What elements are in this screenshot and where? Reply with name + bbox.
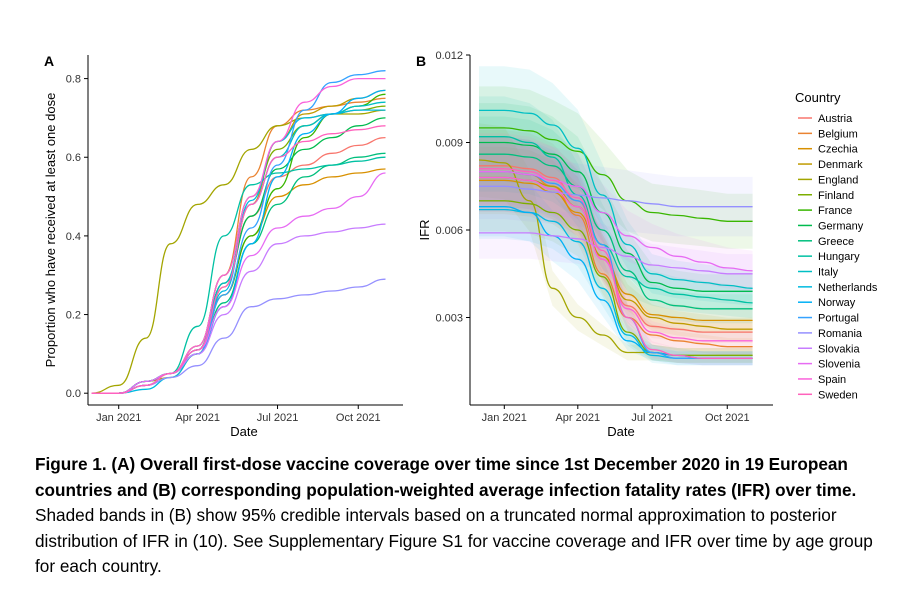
credible-band-greece [479, 116, 753, 324]
series-line-england [91, 109, 386, 394]
x-tick-label: Apr 2021 [175, 412, 220, 424]
series-line-sweden [91, 125, 386, 394]
x-tick-label: Jan 2021 [482, 412, 527, 424]
y-tick-label: 0.003 [435, 313, 463, 325]
legend-label-italy: Italy [818, 267, 839, 279]
panel-a-y-ticks: 0.0 0.2 0.4 0.6 0.8 [66, 74, 88, 400]
panel-b-credible-bands [479, 66, 753, 366]
series-line-germany [479, 141, 753, 292]
panel-b-label: B [416, 53, 426, 69]
legend-label-slovenia: Slovenia [818, 359, 861, 371]
panel-b-x-ticks: Jan 2021 Apr 2021 Jul 2021 Oct 2021 [482, 405, 750, 424]
series-line-italy [479, 109, 753, 289]
legend-label-romania: Romania [818, 328, 863, 340]
y-tick-label: 0.4 [66, 231, 81, 243]
legend-label-norway: Norway [818, 297, 856, 309]
credible-band-hungary [479, 96, 753, 319]
x-tick-label: Oct 2021 [705, 412, 750, 424]
panel-b-y-ticks: 0.003 0.006 0.009 0.012 [435, 50, 470, 325]
series-line-sweden [479, 168, 753, 359]
credible-band-czechia [479, 146, 753, 334]
y-tick-label: 0.6 [66, 152, 81, 164]
credible-band-portugal [479, 136, 753, 366]
legend-items: Austria Belgium Czechia Denmark England Finla… [798, 113, 878, 401]
panel-b-y-axis-title: IFR [417, 220, 432, 241]
credible-band-france [479, 86, 753, 249]
legend-label-spain: Spain [818, 374, 846, 386]
legend-label-england: England [818, 174, 858, 186]
panel-a-label: A [44, 53, 54, 69]
panel-b-series-lines [478, 109, 753, 359]
series-line-slovakia [91, 223, 386, 394]
credible-band-finland [479, 170, 753, 363]
legend-title: Country [795, 90, 841, 105]
x-tick-label: Jan 2021 [96, 412, 141, 424]
panel-a-x-ticks: Jan 2021 Apr 2021 Jul 2021 Oct 2021 [96, 405, 381, 424]
panel-a-series-lines [91, 70, 386, 394]
y-tick-label: 0.006 [435, 225, 463, 237]
caption-text: Shaded bands in (B) show 95% credible in… [35, 505, 873, 576]
series-line-hungary [91, 156, 386, 394]
x-tick-label: Oct 2021 [336, 412, 381, 424]
legend-label-finland: Finland [818, 190, 854, 202]
legend-label-denmark: Denmark [818, 159, 863, 171]
legend-label-greece: Greece [818, 236, 854, 248]
series-line-romania [91, 278, 386, 394]
series-line-slovakia [479, 232, 753, 275]
x-tick-label: Jul 2021 [631, 412, 673, 424]
legend-label-france: France [818, 205, 852, 217]
series-line-romania [478, 185, 753, 208]
credible-band-italy [479, 66, 753, 306]
panel-a-x-axis-title: Date [230, 424, 257, 439]
legend-label-germany: Germany [818, 220, 864, 232]
credible-band-denmark [479, 143, 753, 341]
x-tick-label: Apr 2021 [555, 412, 600, 424]
y-tick-label: 0.8 [66, 74, 81, 86]
y-tick-label: 0.009 [435, 138, 463, 150]
y-tick-label: 0.2 [66, 310, 81, 322]
legend-label-slovakia: Slovakia [818, 343, 860, 355]
series-line-hungary [478, 136, 753, 304]
credible-band-slovakia [479, 207, 753, 294]
panel-b-x-axis-title: Date [607, 424, 634, 439]
legend-label-czechia: Czechia [818, 144, 859, 156]
y-tick-label: 0.012 [435, 50, 463, 62]
legend-label-portugal: Portugal [818, 313, 859, 325]
credible-band-spain [479, 143, 753, 351]
series-line-slovenia [478, 171, 753, 272]
credible-band-england [479, 123, 753, 363]
series-line-slovenia [91, 172, 386, 394]
series-line-finland [478, 200, 753, 357]
legend-label-netherlands: Netherlands [818, 282, 878, 294]
credible-band-slovenia [479, 136, 753, 291]
legend: Country Austria Belgium Czechia Denmark Engl… [795, 90, 878, 401]
credible-band-germany [479, 103, 753, 309]
legend-label-hungary: Hungary [818, 251, 860, 263]
credible-band-netherlands [479, 180, 753, 366]
series-line-greece [479, 153, 753, 310]
credible-band-austria [479, 130, 753, 343]
panel-a: A 0.0 0.2 0.4 0.6 0.8 Jan 2021 Apr 2021 Jul 20… [43, 53, 403, 439]
series-line-czechia [91, 168, 386, 394]
x-tick-label: Jul 2021 [257, 412, 299, 424]
caption-bold: Figure 1. (A) Overall first-dose vaccine… [35, 454, 857, 500]
credible-band-norway [479, 176, 753, 366]
legend-label-sweden: Sweden [818, 389, 858, 401]
y-tick-label: 0.0 [66, 388, 81, 400]
series-line-france [479, 127, 753, 222]
figure-caption: Figure 1. (A) Overall first-dose vaccine… [35, 452, 885, 580]
legend-label-belgium: Belgium [818, 128, 858, 140]
panel-a-y-axis-title: Proportion who have received at least on… [43, 93, 58, 368]
legend-label-austria: Austria [818, 113, 853, 125]
figure: A 0.0 0.2 0.4 0.6 0.8 Jan 2021 Apr 2021 Jul 20… [43, 50, 878, 439]
